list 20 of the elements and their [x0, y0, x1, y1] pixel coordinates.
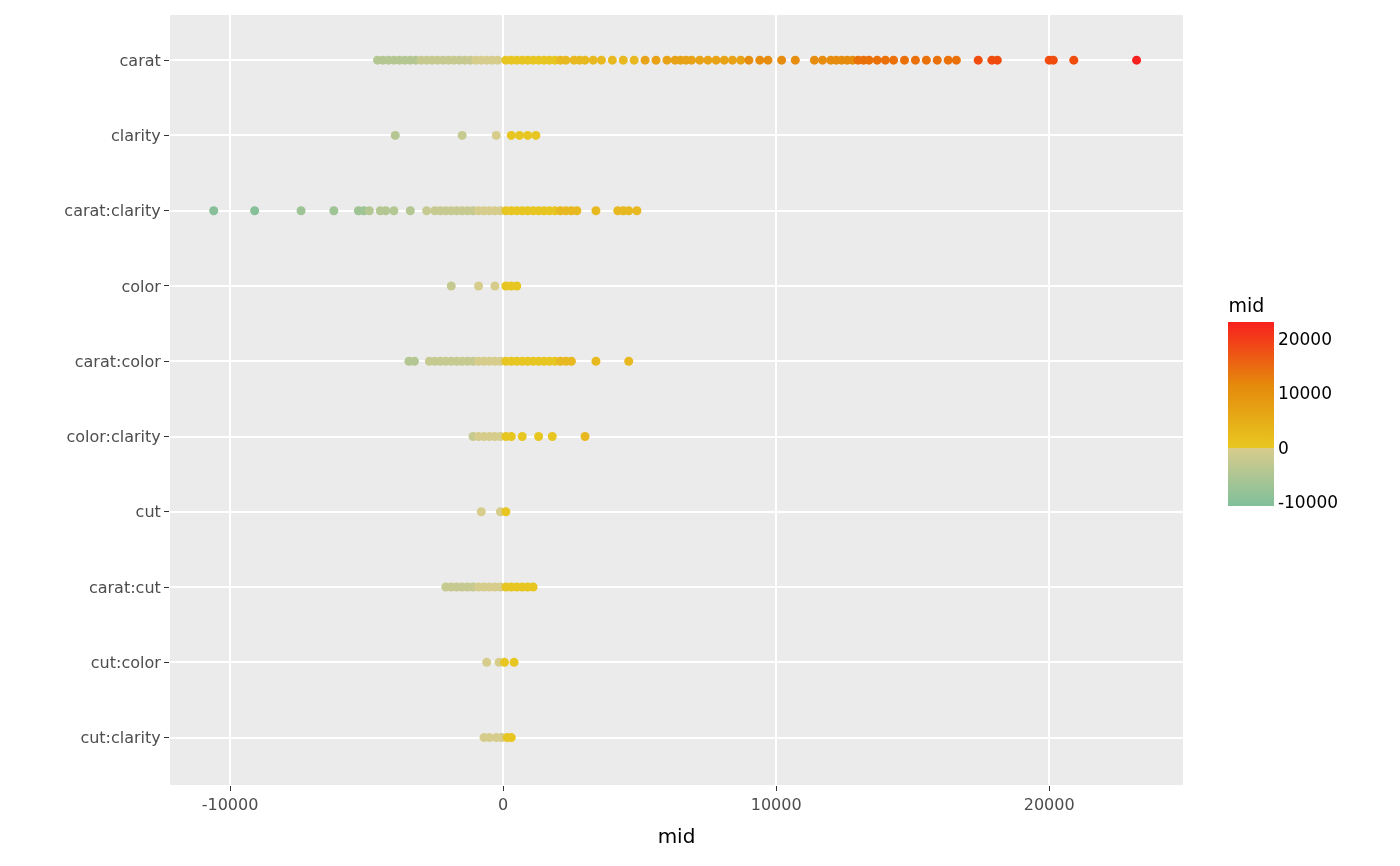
- color-bar-label: 20000: [1277, 328, 1332, 349]
- y-tick-label: color: [121, 276, 162, 296]
- x-axis-title: mid: [657, 823, 696, 848]
- x-tick-label: 10000: [750, 795, 802, 815]
- x-tick-label: 20000: [1023, 795, 1075, 815]
- y-tick-label: color:clarity: [66, 427, 161, 447]
- y-tick-label: carat: [119, 50, 161, 70]
- x-tick-label: -10000: [201, 795, 259, 815]
- y-tick-label: clarity: [110, 126, 161, 146]
- color-bar-label: 10000: [1277, 383, 1332, 404]
- y-tick-label: cut:color: [90, 652, 162, 672]
- color-bar-label: 0: [1277, 437, 1289, 458]
- x-tick-label: 0: [498, 795, 509, 815]
- y-tick-label: carat:cut: [88, 577, 161, 597]
- y-tick-label: carat:color: [74, 351, 162, 371]
- color-bar-title: mid: [1228, 293, 1265, 316]
- color-bar-label: -10000: [1277, 492, 1339, 513]
- y-tick-label: carat:clarity: [64, 201, 161, 221]
- y-tick-label: cut:clarity: [80, 728, 161, 748]
- y-tick-label: cut: [135, 502, 161, 522]
